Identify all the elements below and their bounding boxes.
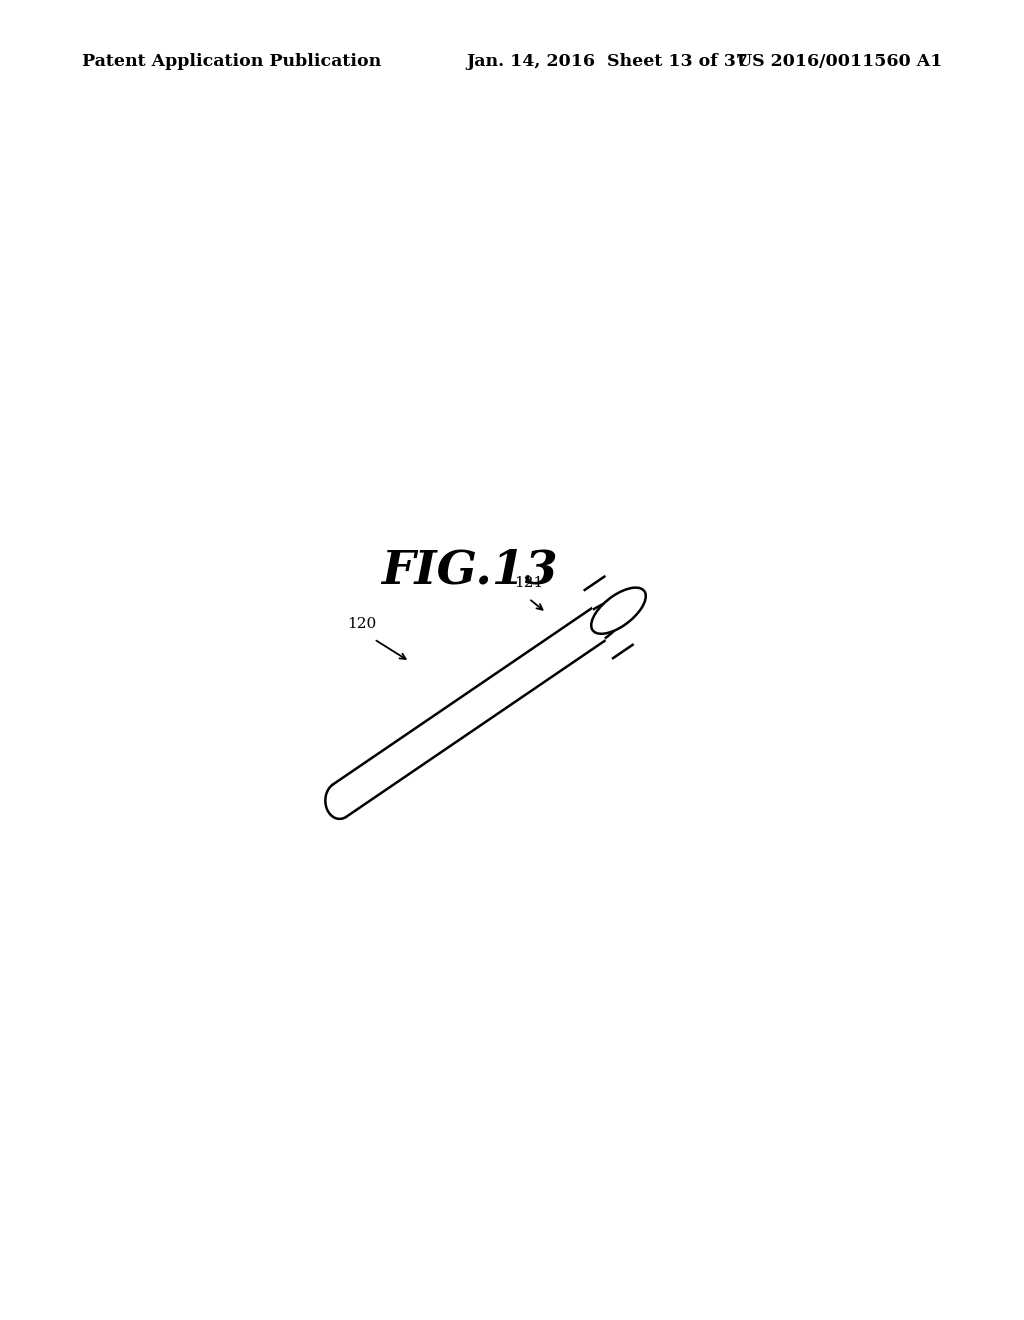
Text: 120: 120 xyxy=(347,616,377,631)
Text: Jan. 14, 2016  Sheet 13 of 37: Jan. 14, 2016 Sheet 13 of 37 xyxy=(466,53,748,70)
Text: 121: 121 xyxy=(514,577,544,590)
Text: FIG.13: FIG.13 xyxy=(381,546,557,593)
Text: Patent Application Publication: Patent Application Publication xyxy=(82,53,381,70)
Ellipse shape xyxy=(591,587,646,634)
Text: US 2016/0011560 A1: US 2016/0011560 A1 xyxy=(736,53,942,70)
Polygon shape xyxy=(333,609,605,817)
Polygon shape xyxy=(585,577,633,659)
